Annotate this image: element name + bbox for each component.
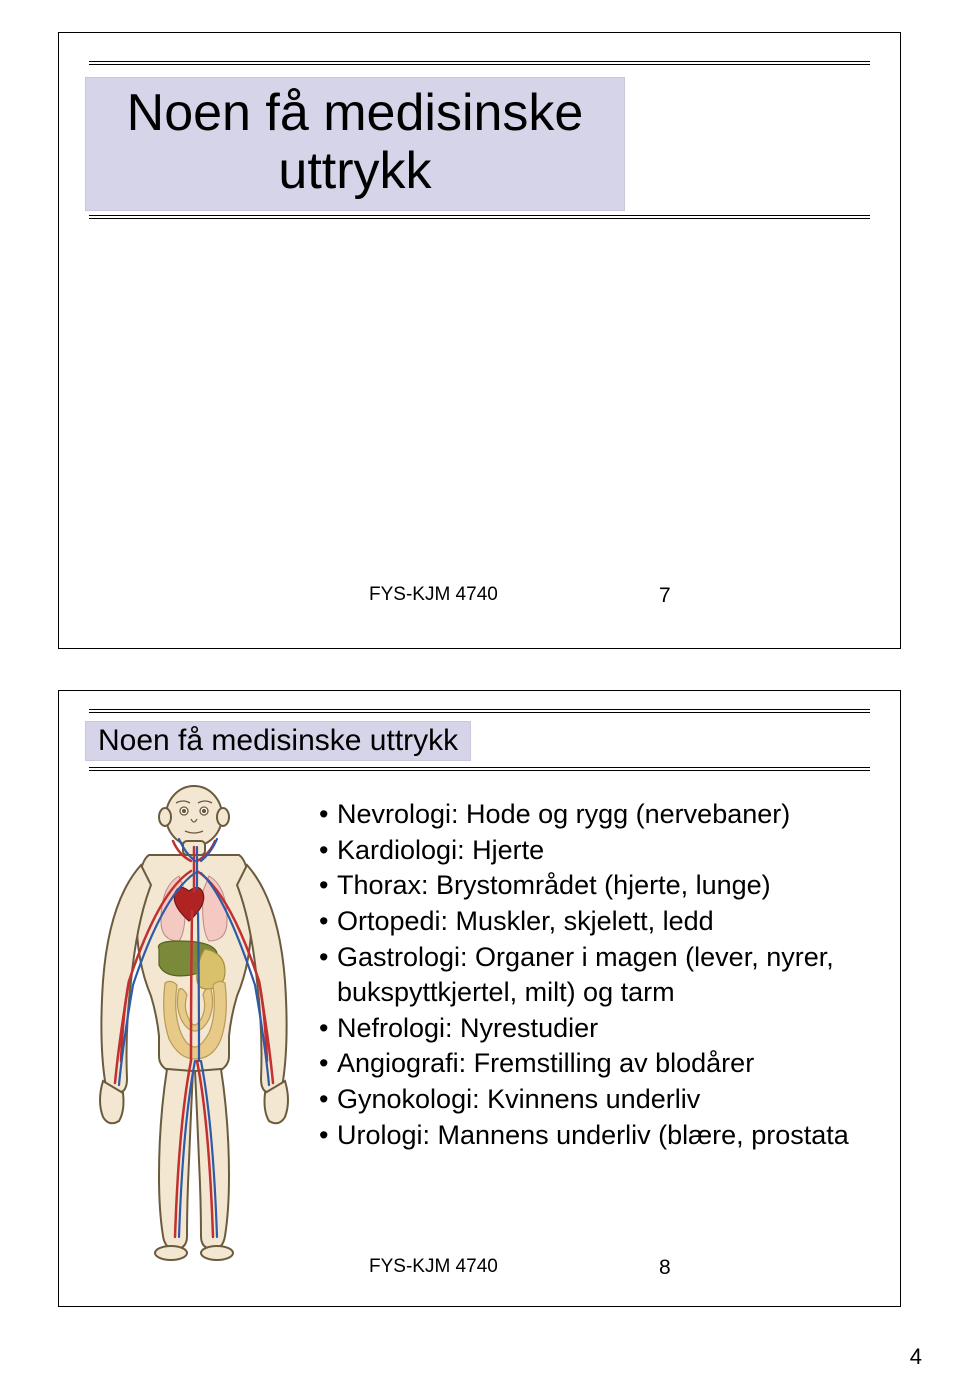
slide-1: Noen få medisinske uttrykk FYS-KJM 4740 … [58, 32, 901, 649]
bullet-ortopedi: Ortopedi: Muskler, skjelett, ledd [319, 904, 879, 940]
slide2-top-rule [89, 709, 870, 713]
slide1-title-line2: uttrykk [278, 142, 431, 200]
slide1-title-rule [89, 215, 870, 219]
slide-2: Noen få medisinske uttrykk [58, 690, 901, 1307]
bullet-kardiologi: Kardiologi: Hjerte [319, 833, 879, 869]
bullet-nefrologi: Nefrologi: Nyrestudier [319, 1011, 879, 1047]
bullet-gastrologi: Gastrologi: Organer i magen (lever, nyre… [319, 940, 879, 1011]
slide2-title-text: Noen få medisinske uttrykk [98, 724, 458, 757]
slide1-title: Noen få medisinske uttrykk [85, 77, 625, 211]
anatomy-svg [79, 781, 309, 1261]
anatomy-figure [79, 781, 309, 1261]
slide1-footer-course: FYS-KJM 4740 [369, 584, 498, 606]
slide2-title: Noen få medisinske uttrykk [85, 721, 471, 761]
slide2-footer-pagenum: 8 [659, 1256, 671, 1280]
bullet-gynokologi: Gynokologi: Kvinnens underliv [319, 1082, 879, 1118]
bullet-nevrologi: Nevrologi: Hode og rygg (nervebaner) [319, 797, 879, 833]
slide2-bullets: Nevrologi: Hode og rygg (nervebaner) Kar… [319, 797, 879, 1153]
page-number: 4 [910, 1344, 922, 1370]
slide1-footer-pagenum: 7 [659, 584, 671, 608]
slide1-top-rule [89, 61, 870, 65]
slide2-title-rule [89, 767, 870, 771]
slide2-footer-course: FYS-KJM 4740 [369, 1256, 498, 1278]
bullet-angiografi: Angiografi: Fremstilling av blodårer [319, 1046, 879, 1082]
bullet-thorax: Thorax: Brystområdet (hjerte, lunge) [319, 868, 879, 904]
bullet-urologi: Urologi: Mannens underliv (blære, prosta… [319, 1118, 879, 1154]
slide1-title-line1: Noen få medisinske [127, 84, 584, 142]
